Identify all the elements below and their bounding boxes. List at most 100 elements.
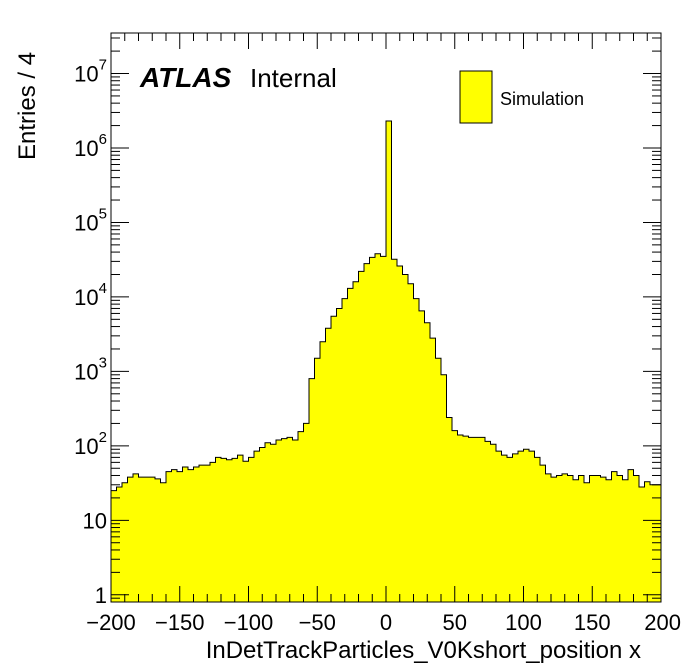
histogram-bin — [479, 437, 486, 602]
histogram-bin — [501, 455, 508, 602]
histogram-bin — [182, 466, 189, 602]
x-tick-labels: −200 −150 −100 −50 0 50 100 150 200 — [86, 610, 681, 635]
histogram-bin — [199, 465, 205, 602]
histogram-bin — [358, 271, 365, 602]
histogram-bin — [380, 256, 387, 602]
histogram-bin — [386, 121, 392, 602]
histogram-bin — [276, 439, 282, 602]
histogram-bin — [474, 437, 480, 602]
histogram-bin — [331, 316, 337, 602]
histogram-bin — [611, 471, 618, 602]
internal-label: Internal — [250, 63, 337, 93]
x-tick-label: −100 — [224, 610, 274, 635]
histogram-bin — [364, 263, 370, 602]
histogram-bin — [523, 449, 530, 602]
histogram-bin — [303, 423, 310, 602]
histogram-outline — [111, 120, 661, 492]
legend: Simulation — [459, 70, 584, 124]
histogram-bin — [430, 338, 436, 602]
histogram-bin — [342, 298, 348, 602]
y-tick-label: 107 — [74, 57, 107, 87]
histogram-bin — [347, 288, 354, 602]
histogram-bin — [419, 310, 425, 602]
histogram-bin — [226, 459, 233, 602]
histogram-bin — [287, 437, 293, 602]
histogram-bin — [578, 475, 585, 602]
histogram-bin — [116, 487, 123, 602]
histogram-bin — [617, 475, 623, 602]
histogram-bin — [639, 487, 645, 602]
histogram-bin — [507, 457, 513, 602]
histogram-bin — [551, 477, 557, 602]
histogram-bin — [188, 469, 194, 602]
histogram-bin — [149, 477, 156, 602]
histogram-bin — [573, 479, 579, 602]
x-tick-label: 50 — [443, 610, 467, 635]
y-tick-label: 1 — [95, 583, 107, 608]
histogram-bin — [628, 469, 634, 602]
histogram-bin — [391, 259, 398, 602]
legend-label: Simulation — [500, 89, 584, 109]
histogram-bin — [193, 466, 200, 602]
histogram-bin — [237, 455, 244, 602]
histogram-bin — [215, 457, 222, 602]
histogram-series — [111, 120, 662, 602]
histogram-bin — [177, 471, 183, 602]
x-axis-title: InDetTrackParticles_V0Kshort_position x — [206, 637, 641, 664]
histogram-bin — [397, 266, 403, 602]
histogram-bin — [413, 298, 420, 602]
histogram-bin — [309, 378, 315, 602]
histogram-bin — [424, 322, 431, 602]
histogram-bin — [298, 431, 304, 602]
y-tick-label: 102 — [74, 429, 107, 459]
histogram-bin — [221, 458, 227, 602]
histogram-bin — [369, 257, 376, 602]
histogram-bin — [457, 434, 464, 602]
histogram-bin — [600, 477, 607, 602]
histogram-bin — [160, 482, 167, 602]
histogram-bin — [540, 465, 546, 602]
histogram-bin — [336, 308, 343, 602]
histogram-bin — [138, 477, 145, 602]
legend-swatch — [459, 70, 493, 124]
y-tick-label: 105 — [74, 205, 107, 235]
histogram-bin — [556, 475, 563, 602]
histogram-bin — [375, 253, 381, 602]
x-tick-label: 100 — [505, 610, 542, 635]
histogram-bin — [144, 477, 150, 602]
histogram-bin — [248, 457, 255, 602]
histogram-bin — [133, 473, 139, 602]
x-tick-label: −200 — [86, 610, 136, 635]
histogram-bin — [254, 451, 260, 602]
y-tick-label: 104 — [74, 280, 107, 310]
histogram-bin — [655, 484, 662, 602]
histogram-bin — [545, 473, 552, 602]
histogram-bin — [468, 437, 475, 602]
histogram-bin — [320, 341, 326, 602]
histogram-bin — [292, 439, 299, 602]
histogram-bin — [463, 436, 469, 602]
x-tick-label: 0 — [380, 610, 392, 635]
histogram-bin — [496, 451, 502, 602]
histogram-bin — [408, 283, 414, 602]
histogram-bin — [490, 444, 497, 602]
histogram-bin — [485, 441, 491, 602]
histogram-bin — [622, 479, 629, 602]
histogram-bin — [435, 358, 442, 602]
histogram-bin — [595, 475, 601, 602]
histogram-bin — [155, 478, 161, 602]
y-tick-labels: 1 10 102 103 104 105 106 107 — [74, 57, 107, 608]
histogram-bin — [270, 444, 277, 602]
histogram-bin — [562, 473, 568, 602]
histogram-bin — [210, 462, 216, 602]
histogram-bin — [259, 447, 266, 602]
histogram-bin — [265, 442, 271, 602]
histogram-bin — [111, 490, 117, 602]
x-tick-label: 150 — [574, 610, 611, 635]
histogram-bin — [518, 451, 524, 602]
plot-frame — [110, 32, 662, 603]
histogram-bin — [122, 482, 128, 602]
histogram-bin — [232, 458, 238, 602]
histogram-bin — [650, 484, 656, 602]
histogram-bin — [314, 358, 321, 602]
